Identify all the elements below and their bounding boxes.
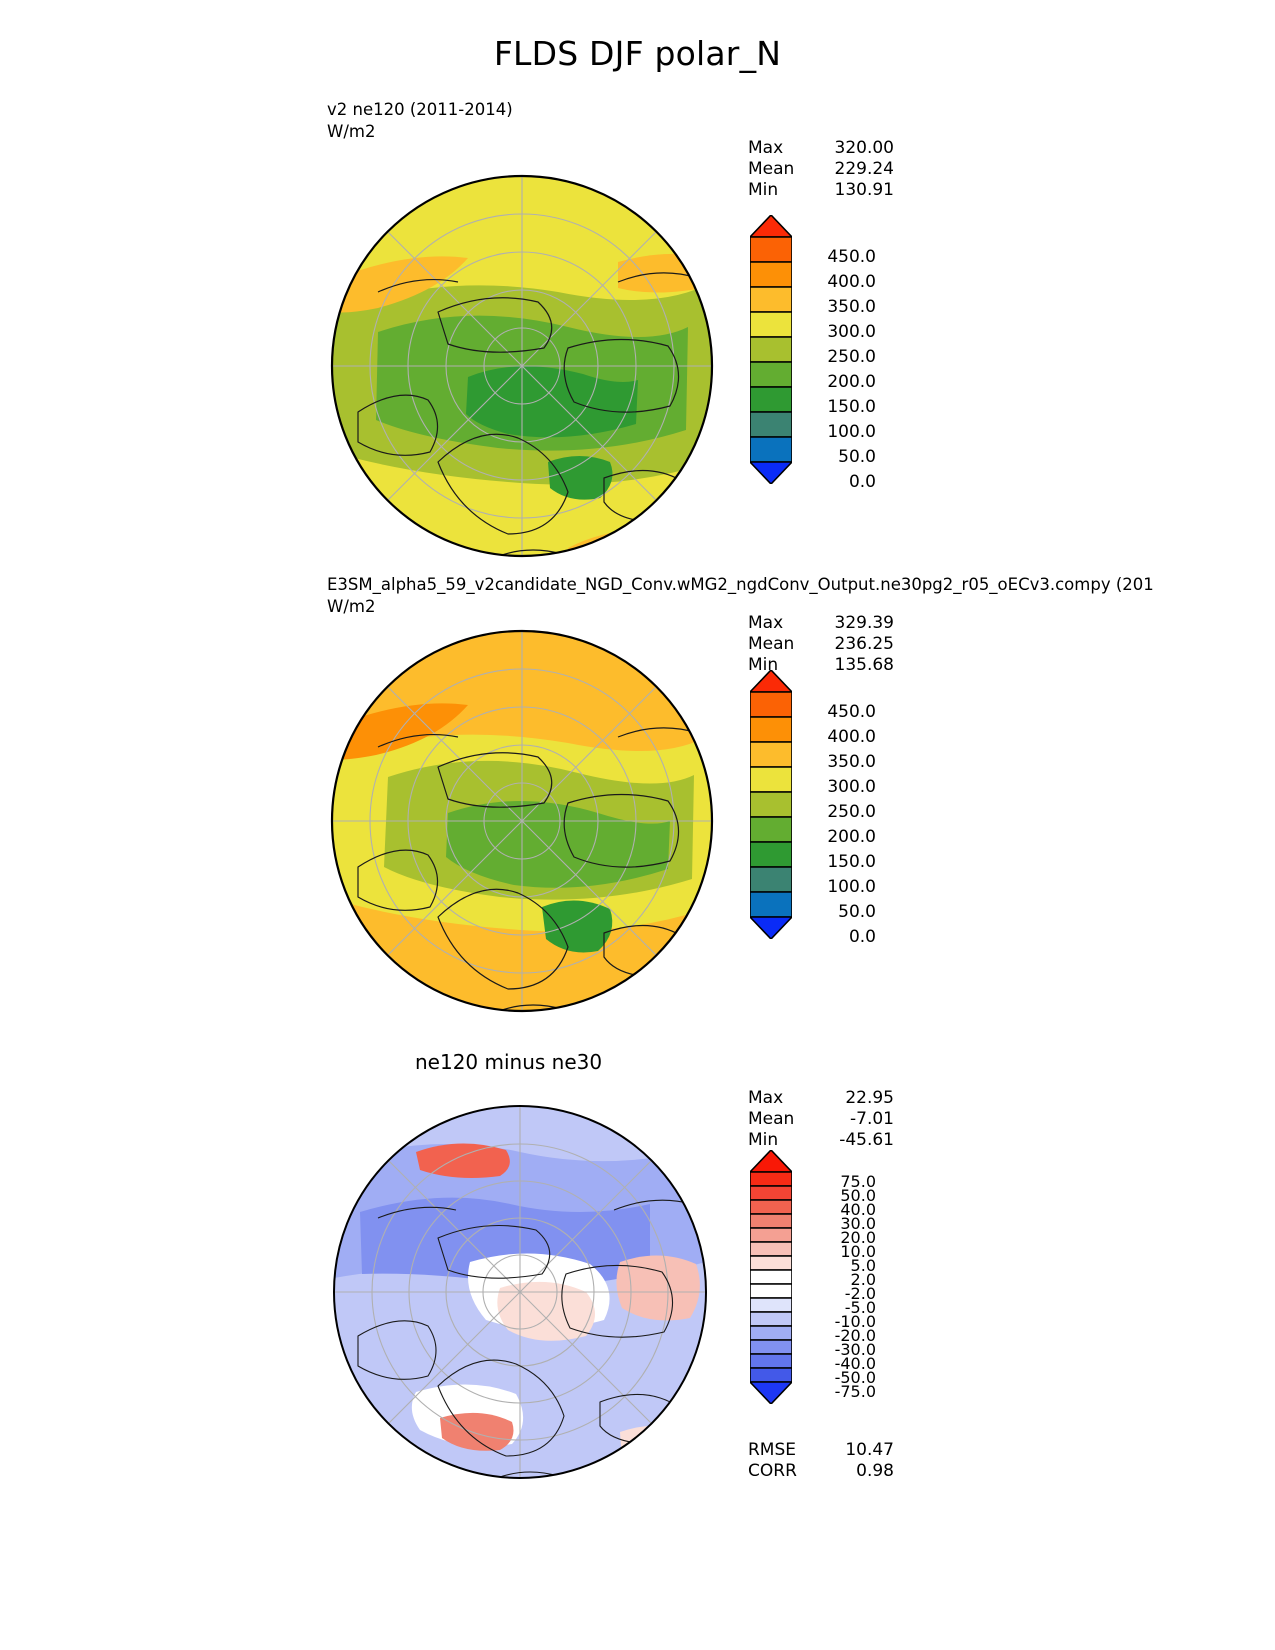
colorbar-tick-label: 400.0 <box>827 271 876 292</box>
colorbar-tick-label: 300.0 <box>827 776 876 797</box>
panel-title: v2 ne120 (2011-2014) <box>327 100 513 119</box>
polar-map-svg <box>333 1105 707 1479</box>
stat-value: 229.24 <box>834 159 894 179</box>
colorbar-tick-label: 350.0 <box>827 296 876 317</box>
colorbar-tick-label: 450.0 <box>827 701 876 722</box>
colorbar-tick-label: 200.0 <box>827 826 876 847</box>
error-metrics: RMSE 10.47 CORR 0.98 <box>748 1440 894 1482</box>
colorbar-tick-label: 20.0 <box>840 1227 876 1247</box>
stat-row: Mean -7.01 <box>748 1109 894 1130</box>
colorbar-tick-label: 2.0 <box>850 1269 876 1289</box>
colorbar-tick-label: 50.0 <box>838 446 876 467</box>
stats-block: Max 320.00 Mean 229.24 Min 130.91 <box>748 138 894 201</box>
colorbar-tick-label: 150.0 <box>827 851 876 872</box>
colorbar-tick-label: 150.0 <box>827 396 876 417</box>
colorbar-swatches <box>749 669 793 940</box>
colorbar-tick-label: 5.0 <box>850 1255 876 1275</box>
colorbar-tick-label: -75.0 <box>834 1381 876 1401</box>
stat-value: -7.01 <box>850 1109 894 1129</box>
metric-value: 0.98 <box>856 1461 894 1481</box>
colorbar-tick-label: 40.0 <box>840 1199 876 1219</box>
colorbar-swatches <box>749 1149 793 1405</box>
colorbar-swatches <box>749 214 793 485</box>
colorbar-tick-label: -40.0 <box>834 1353 876 1373</box>
stat-value: 22.95 <box>845 1088 894 1108</box>
stat-row: Max 329.39 <box>748 613 894 634</box>
stat-value: 130.91 <box>834 180 894 200</box>
polar-map-test <box>318 162 726 570</box>
metric-label: CORR <box>748 1461 797 1481</box>
colorbar-tick-label: 30.0 <box>840 1213 876 1233</box>
stat-label: Max <box>748 1088 784 1108</box>
stats-block: Max 22.95 Mean -7.01 Min -45.61 <box>748 1088 894 1151</box>
polar-map-svg <box>330 629 714 1013</box>
stats-block: Max 329.39 Mean 236.25 Min 135.68 <box>748 613 894 676</box>
metric-value: 10.47 <box>845 1440 894 1460</box>
panel-title: E3SM_alpha5_59_v2candidate_NGD_Conv.wMG2… <box>327 575 1154 594</box>
colorbar-tick-label: 250.0 <box>827 346 876 367</box>
metric-row: RMSE 10.47 <box>748 1440 894 1461</box>
stat-label: Mean <box>748 1109 795 1129</box>
polar-map-reference <box>318 617 726 1025</box>
colorbar-tick-label: 250.0 <box>827 801 876 822</box>
stat-label: Mean <box>748 634 795 654</box>
colorbar-tick-label: 50.0 <box>840 1185 876 1205</box>
colorbar-tick-label: 300.0 <box>827 321 876 342</box>
colorbar-tick-label: -2.0 <box>844 1283 876 1303</box>
colorbar-tick-label: -50.0 <box>834 1367 876 1387</box>
stat-label: Max <box>748 613 784 633</box>
stat-value: 329.39 <box>834 613 894 633</box>
stat-value: 135.68 <box>834 655 894 675</box>
colorbar-tick-label: 450.0 <box>827 246 876 267</box>
stat-label: Min <box>748 180 779 200</box>
metric-label: RMSE <box>748 1440 797 1460</box>
colorbar-tick-label: 200.0 <box>827 371 876 392</box>
stat-value: 236.25 <box>834 634 894 654</box>
stat-label: Mean <box>748 159 795 179</box>
panel-title: ne120 minus ne30 <box>415 1050 603 1074</box>
figure-title: FLDS DJF polar_N <box>493 34 782 73</box>
stat-row: Mean 236.25 <box>748 634 894 655</box>
colorbar-tick-label: -5.0 <box>844 1297 876 1317</box>
colorbar-tick-label: -10.0 <box>834 1311 876 1331</box>
polar-map-difference <box>320 1092 720 1492</box>
panel-units: W/m2 <box>327 597 376 616</box>
colorbar-tick-label: -20.0 <box>834 1325 876 1345</box>
colorbar-tick-label: 100.0 <box>827 876 876 897</box>
stat-row: Min 130.91 <box>748 180 894 201</box>
stat-row: Min -45.61 <box>748 1130 894 1151</box>
stat-label: Min <box>748 1130 779 1150</box>
colorbar-tick-label: 100.0 <box>827 421 876 442</box>
stat-label: Max <box>748 138 784 158</box>
stat-value: -45.61 <box>839 1130 894 1150</box>
colorbar-tick-label: 0.0 <box>848 471 876 492</box>
polar-map-svg <box>330 174 714 558</box>
colorbar-tick-label: 0.0 <box>848 926 876 947</box>
colorbar-tick-label: 50.0 <box>838 901 876 922</box>
panel-units: W/m2 <box>327 122 376 141</box>
stat-row: Mean 229.24 <box>748 159 894 180</box>
stat-value: 320.00 <box>834 138 894 158</box>
colorbar-tick-label: -30.0 <box>834 1339 876 1359</box>
metric-row: CORR 0.98 <box>748 1461 894 1482</box>
colorbar-tick-label: 10.0 <box>840 1241 876 1261</box>
colorbar-tick-label: 75.0 <box>840 1171 876 1191</box>
colorbar-tick-label: 400.0 <box>827 726 876 747</box>
stat-row: Max 22.95 <box>748 1088 894 1109</box>
colorbar-tick-label: 350.0 <box>827 751 876 772</box>
stat-row: Max 320.00 <box>748 138 894 159</box>
